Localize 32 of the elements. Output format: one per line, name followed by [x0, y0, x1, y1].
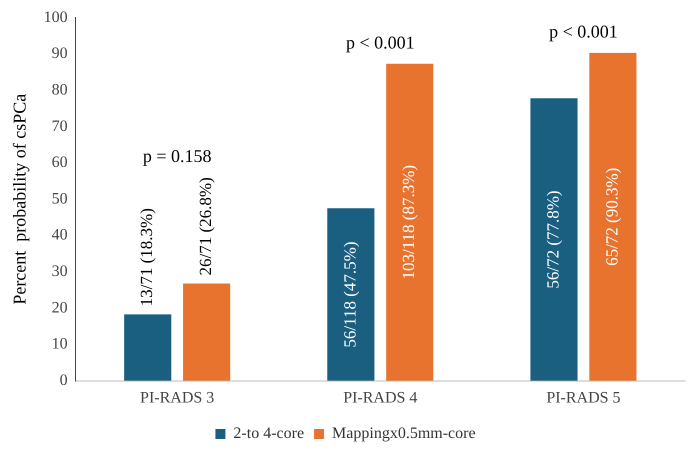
data-label: 26/71 (26.8%): [196, 177, 216, 276]
bar: [589, 52, 636, 381]
data-label: 65/72 (90.3%): [602, 168, 622, 266]
annotation: p < 0.001: [346, 32, 415, 52]
data-label: 103/118 (87.3%): [399, 164, 418, 280]
y-tick-label: 90: [52, 45, 68, 62]
legend-label: 2-to 4-core: [233, 425, 304, 442]
y-axis-title: Percent probability of csPCa: [10, 94, 30, 305]
y-tick-label: 100: [44, 8, 68, 26]
y-tick-label: 60: [52, 154, 68, 172]
bar: [386, 64, 434, 381]
y-tick-label: 80: [52, 81, 68, 98]
y-tick-label: 10: [52, 336, 68, 353]
y-tick-label: 20: [52, 299, 68, 316]
x-tick-label: PI-RADS 5: [546, 390, 621, 407]
y-tick-label: 30: [52, 263, 68, 280]
data-label: 13/71 (18.3%): [137, 208, 156, 306]
bar: [183, 283, 230, 381]
data-label: 56/118 (47.5%): [340, 242, 360, 348]
y-tick-label: 50: [52, 190, 68, 208]
y-tick-label: 0: [60, 372, 68, 390]
x-tick-label: PI-RADS 3: [140, 390, 214, 407]
bar: [327, 208, 374, 381]
legend-label: Mappingx0.5mm-core: [332, 425, 476, 442]
bar: [530, 98, 578, 381]
annotation: p < 0.001: [549, 22, 618, 42]
bar: [124, 314, 172, 381]
annotation: p = 0.158: [142, 146, 212, 166]
y-tick-label: 70: [52, 118, 68, 135]
x-tick-label: PI-RADS 4: [343, 390, 418, 407]
y-tick-label: 40: [52, 226, 68, 244]
data-label: 56/72 (77.8%): [543, 190, 562, 289]
